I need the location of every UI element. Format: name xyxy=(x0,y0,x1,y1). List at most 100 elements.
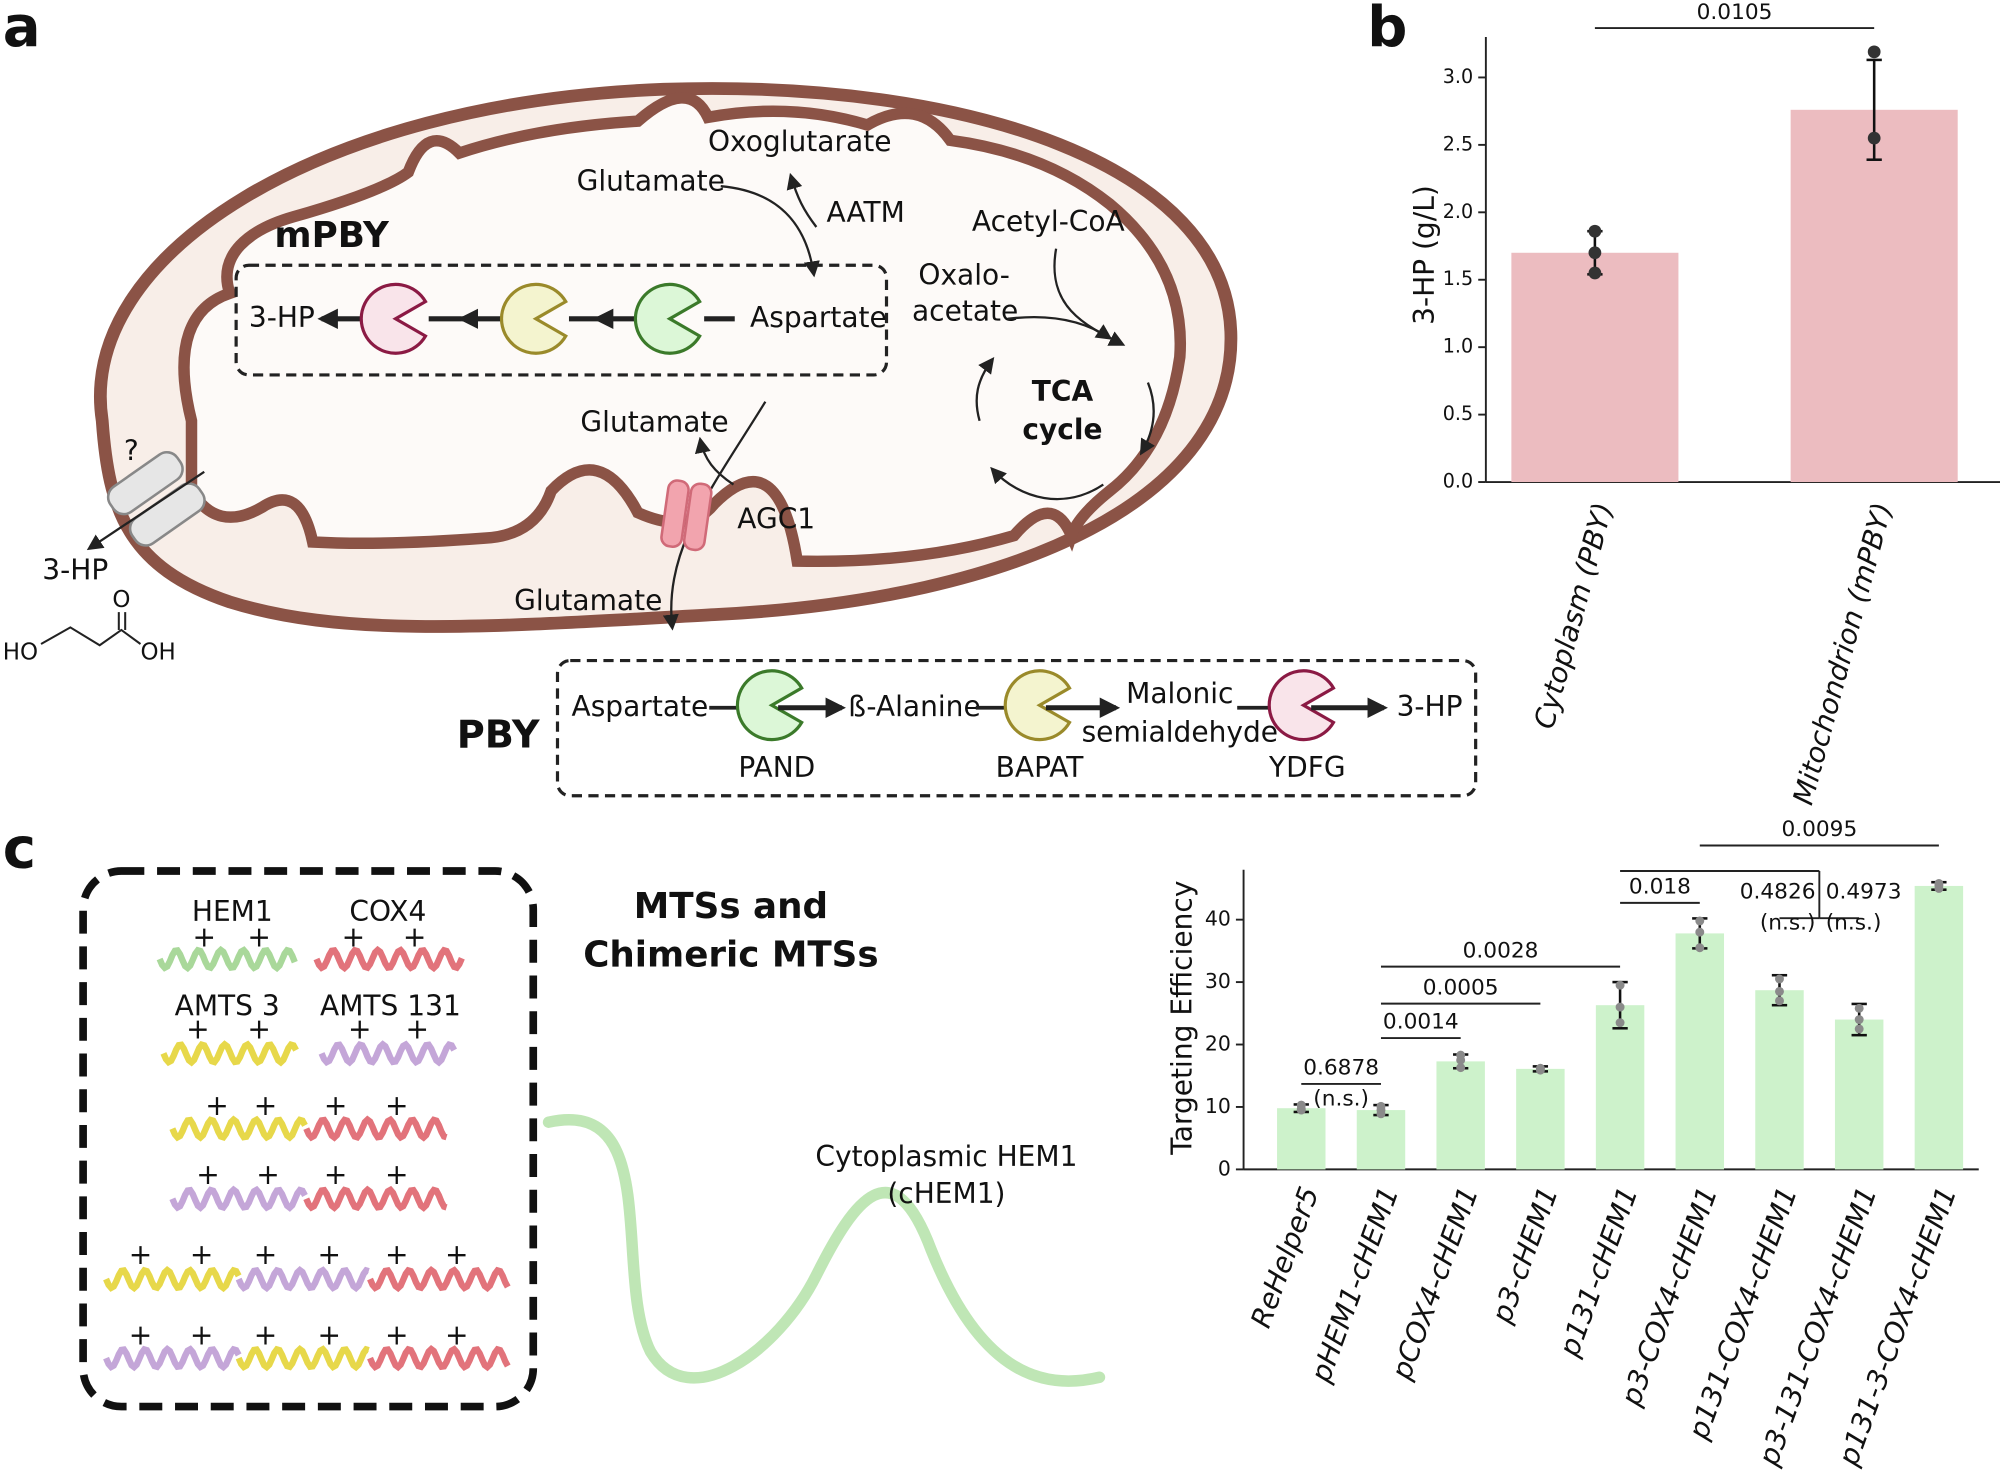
data-point xyxy=(1535,1064,1545,1074)
helix xyxy=(160,1040,299,1067)
p-value: 0.6878 xyxy=(1303,1056,1379,1081)
label: Cytoplasmic HEM1 xyxy=(815,1140,1077,1173)
arrow xyxy=(1139,382,1155,456)
label: TCA xyxy=(1032,375,1094,408)
data-point xyxy=(1775,996,1784,1006)
label: acetate xyxy=(912,294,1018,327)
plus-sign: + xyxy=(256,1158,280,1191)
x-tick-label: Mitochondrion (mPBY) xyxy=(1786,499,1898,808)
label: Chimeric MTSs xyxy=(583,934,878,975)
label: COX4 xyxy=(349,895,426,928)
plus-sign: + xyxy=(348,1012,372,1045)
enzyme-icon xyxy=(633,282,702,355)
plus-sign: + xyxy=(190,1238,214,1271)
y-tick-label: 30 xyxy=(1205,969,1231,993)
plus-sign: + xyxy=(445,1318,469,1351)
label: Glutamate xyxy=(577,164,725,197)
plus-sign: + xyxy=(317,1318,341,1351)
helix xyxy=(303,1185,448,1212)
plus-sign: + xyxy=(129,1238,153,1271)
label: AATM xyxy=(827,196,905,229)
y-tick-label: 0 xyxy=(1218,1156,1231,1180)
data-point xyxy=(1775,986,1784,996)
y-tick-label: 1.5 xyxy=(1443,267,1473,290)
p-value: (n.s.) xyxy=(1313,1086,1369,1111)
enzyme-icon xyxy=(1267,669,1336,742)
plus-sign: + xyxy=(254,1089,278,1122)
label: Acetyl-CoA xyxy=(972,205,1125,238)
plus-sign: + xyxy=(445,1238,469,1271)
x-tick-label: Cytoplasm (PBY) xyxy=(1527,499,1619,732)
plus-sign: + xyxy=(254,1238,278,1271)
data-point xyxy=(1695,943,1705,953)
label: AMTS 131 xyxy=(320,989,461,1022)
bar xyxy=(1595,1005,1645,1170)
plus-sign: + xyxy=(247,921,271,954)
plus-sign: + xyxy=(324,1158,348,1191)
y-tick-label: 1.0 xyxy=(1443,335,1473,358)
plus-sign: + xyxy=(129,1318,153,1351)
data-point xyxy=(1854,1003,1864,1013)
enzyme-icon xyxy=(735,669,804,742)
p-value: (n.s.) xyxy=(1760,910,1816,935)
label: 3-HP xyxy=(249,301,315,334)
helix xyxy=(169,1115,308,1142)
plus-sign: + xyxy=(196,1158,220,1191)
bar xyxy=(1755,990,1804,1170)
data-point xyxy=(1456,1050,1466,1060)
x-tick-label: ReHelper5 xyxy=(1244,1182,1325,1332)
data-point xyxy=(1615,1018,1625,1028)
bar xyxy=(1356,1110,1406,1170)
label: Glutamate xyxy=(514,584,662,617)
label: mPBY xyxy=(274,215,390,256)
y-tick-label: 0.5 xyxy=(1443,402,1473,425)
plus-sign: + xyxy=(247,1012,271,1045)
plus-sign: + xyxy=(385,1238,409,1271)
x-tick-label: p3-cHEM1 xyxy=(1485,1182,1565,1328)
label: Glutamate xyxy=(580,405,728,438)
bar xyxy=(1516,1068,1565,1170)
y-axis-label: Targeting Efficiency xyxy=(1166,881,1199,1156)
helices: + + + + + + + + + + + + + + + + + + + + + + + + + + + + xyxy=(103,921,511,1372)
helix xyxy=(313,945,465,973)
label: Oxoglutarate xyxy=(708,125,892,158)
transporter xyxy=(106,450,206,547)
plus-sign: + xyxy=(385,1158,409,1191)
label: HO xyxy=(3,639,38,665)
enzyme-icon xyxy=(359,282,428,355)
plus-sign: + xyxy=(324,1089,348,1122)
helix xyxy=(235,1265,370,1293)
plus-sign: + xyxy=(186,1012,210,1045)
panel-label: a xyxy=(3,0,41,60)
p-value: 0.0028 xyxy=(1463,938,1539,963)
protein-strand xyxy=(542,1114,1106,1387)
label: (cHEM1) xyxy=(887,1177,1005,1210)
arrow xyxy=(720,185,820,278)
data-point xyxy=(1854,1015,1864,1025)
arrow xyxy=(975,357,995,422)
p-value: (n.s.) xyxy=(1826,910,1882,935)
data-point xyxy=(1296,1104,1306,1114)
label: YDFG xyxy=(1268,751,1346,784)
enzyme-icon xyxy=(1003,669,1072,742)
helix xyxy=(367,1265,511,1293)
y-tick-label: 2.0 xyxy=(1443,200,1473,223)
data-point xyxy=(1775,974,1784,984)
panel-label: c xyxy=(3,816,36,881)
plus-sign: + xyxy=(342,921,366,954)
plus-sign: + xyxy=(405,1012,429,1045)
x-tick-label: pCOX4-cHEM1 xyxy=(1384,1182,1484,1384)
helix xyxy=(367,1345,511,1372)
data-point xyxy=(1376,1101,1386,1111)
enzyme-icon xyxy=(500,282,568,355)
arrow xyxy=(786,172,818,228)
pathway-box xyxy=(555,658,1478,798)
p-value: 0.0105 xyxy=(1697,0,1773,25)
arrow xyxy=(86,470,205,551)
data-point xyxy=(1695,927,1705,937)
data-point xyxy=(1615,980,1625,990)
helix xyxy=(103,1265,242,1293)
chemical-structure xyxy=(40,612,142,647)
label: BAPAT xyxy=(996,751,1085,784)
label: 3-HP xyxy=(42,553,108,586)
